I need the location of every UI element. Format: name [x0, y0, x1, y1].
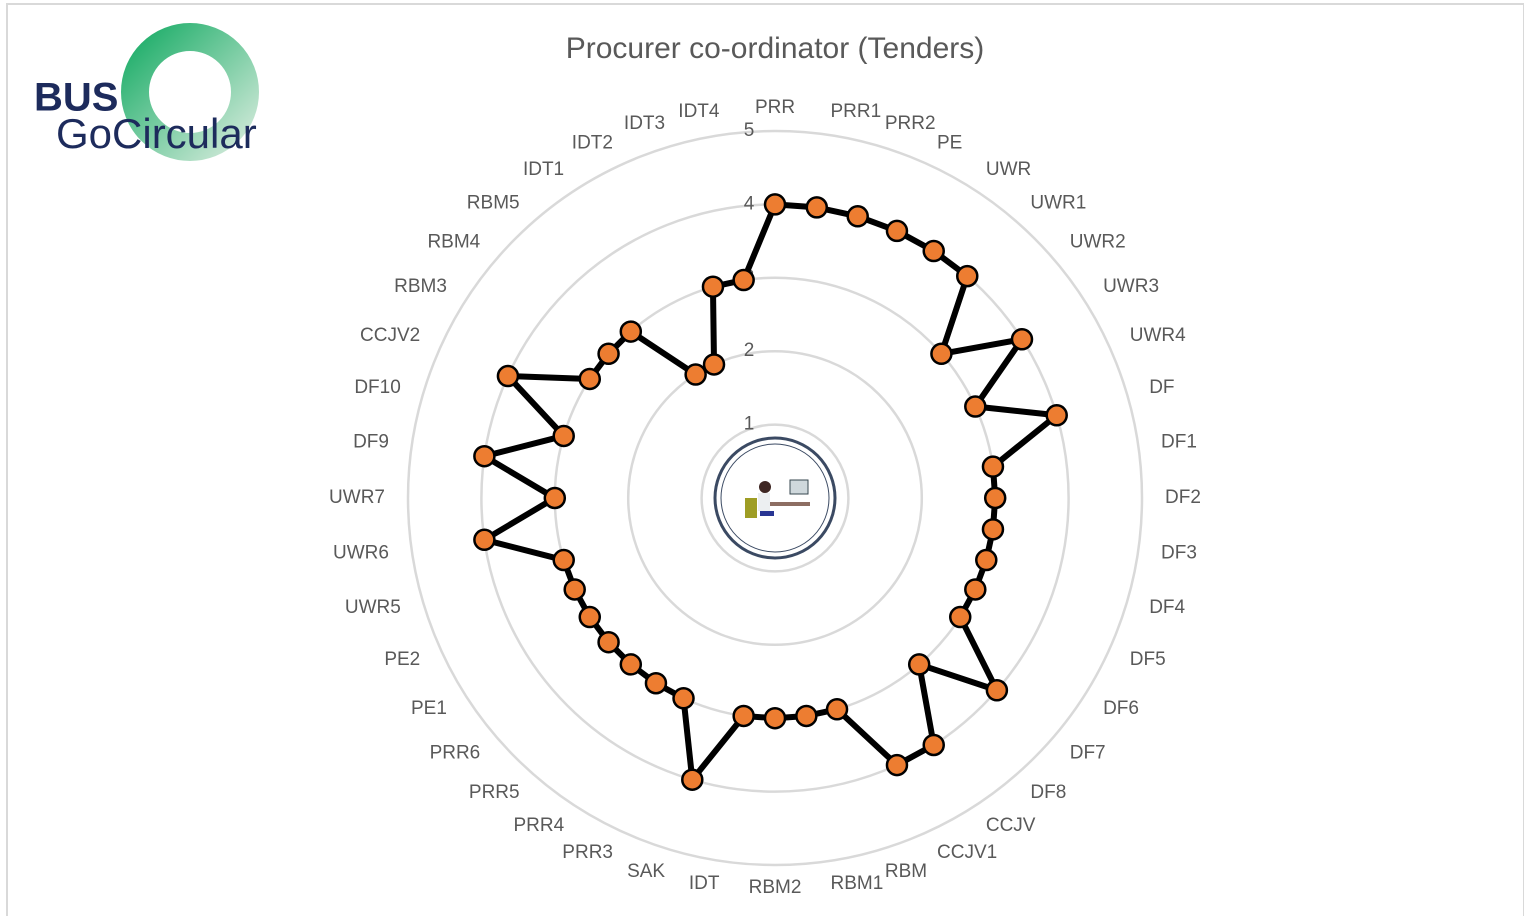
category-label: PE1 [411, 698, 447, 719]
category-label: UWR6 [333, 543, 389, 564]
data-point [887, 221, 907, 241]
category-label: PE [937, 132, 962, 153]
category-label: DF2 [1165, 487, 1201, 508]
category-label: RBM5 [467, 192, 520, 213]
data-point [983, 519, 1003, 539]
data-point [734, 270, 754, 290]
category-label: PRR6 [430, 742, 481, 763]
category-label: DF [1149, 377, 1174, 398]
data-point [580, 369, 600, 389]
category-label: PRR2 [885, 113, 936, 134]
data-point [682, 770, 702, 790]
data-point [686, 365, 706, 385]
category-label: PE2 [384, 649, 420, 670]
y-tick-label: 5 [744, 120, 755, 141]
category-label: UWR [986, 159, 1031, 180]
data-point [554, 426, 574, 446]
data-point [474, 446, 494, 466]
data-point [545, 488, 565, 508]
category-label: UWR2 [1070, 232, 1126, 253]
y-tick-label: 2 [744, 340, 755, 361]
category-label: UWR1 [1030, 192, 1086, 213]
data-point [580, 607, 600, 627]
data-point [621, 322, 641, 342]
category-label: RBM2 [749, 877, 802, 898]
chart: BUS GoCircular Procurer co-ordinator (Te… [0, 0, 1524, 916]
y-tick-label: 4 [744, 193, 755, 214]
category-label: PRR3 [562, 842, 613, 863]
data-point [599, 632, 619, 652]
category-label: PRR4 [513, 815, 564, 836]
data-point [498, 366, 518, 386]
data-point [796, 706, 816, 726]
data-point [827, 699, 847, 719]
category-label: UWR5 [345, 597, 401, 618]
category-label: IDT4 [678, 101, 720, 122]
data-point [807, 197, 827, 217]
data-point [950, 607, 970, 627]
data-point [1012, 329, 1032, 349]
category-label: CCJV [986, 815, 1036, 836]
data-point [848, 206, 868, 226]
category-label: SAK [627, 861, 665, 882]
category-label: PRR [755, 97, 795, 118]
data-point [765, 194, 785, 214]
category-label: DF3 [1161, 543, 1197, 564]
chart-title: Procurer co-ordinator (Tenders) [566, 32, 985, 65]
data-point [957, 266, 977, 286]
data-point [599, 344, 619, 364]
category-label: DF4 [1149, 597, 1185, 618]
data-point [987, 680, 1007, 700]
data-point [674, 688, 694, 708]
category-label: DF7 [1070, 742, 1106, 763]
data-point [621, 654, 641, 674]
category-label: CCJV2 [360, 325, 420, 346]
data-point [983, 457, 1003, 477]
data-point [703, 277, 723, 297]
category-label: UWR3 [1103, 276, 1159, 297]
data-point [965, 579, 985, 599]
category-label: RBM [885, 861, 927, 882]
center-icon [715, 438, 835, 558]
data-point [965, 397, 985, 417]
category-label: RBM4 [427, 232, 480, 253]
data-point [924, 735, 944, 755]
data-point [554, 550, 574, 570]
category-label: DF8 [1030, 782, 1066, 803]
category-label: RBM1 [831, 873, 884, 894]
category-label: DF1 [1161, 432, 1197, 453]
category-label: PRR1 [831, 101, 882, 122]
category-label: UWR4 [1130, 325, 1186, 346]
y-tick-label: 1 [744, 414, 755, 435]
data-point [704, 354, 724, 374]
data-point [765, 708, 785, 728]
category-label: IDT3 [624, 113, 665, 134]
category-label: DF6 [1103, 698, 1139, 719]
data-point [474, 530, 494, 550]
data-point [931, 344, 951, 364]
category-label: RBM3 [394, 276, 447, 297]
category-label: CCJV1 [937, 842, 997, 863]
category-label: PRR5 [469, 782, 520, 803]
data-point [734, 706, 754, 726]
category-label: IDT1 [523, 159, 564, 180]
category-label: IDT2 [572, 132, 613, 153]
category-label: IDT [689, 873, 720, 894]
data-point [924, 241, 944, 261]
category-label: DF9 [353, 432, 389, 453]
data-point [1047, 405, 1067, 425]
data-point [909, 654, 929, 674]
category-label: DF10 [354, 377, 400, 398]
data-point [646, 673, 666, 693]
data-point [976, 550, 996, 570]
category-label: UWR7 [329, 487, 385, 508]
logo-text: GoCircular [56, 110, 257, 157]
data-point [887, 755, 907, 775]
data-point [985, 488, 1005, 508]
category-label: DF5 [1130, 649, 1166, 670]
data-point [565, 579, 585, 599]
